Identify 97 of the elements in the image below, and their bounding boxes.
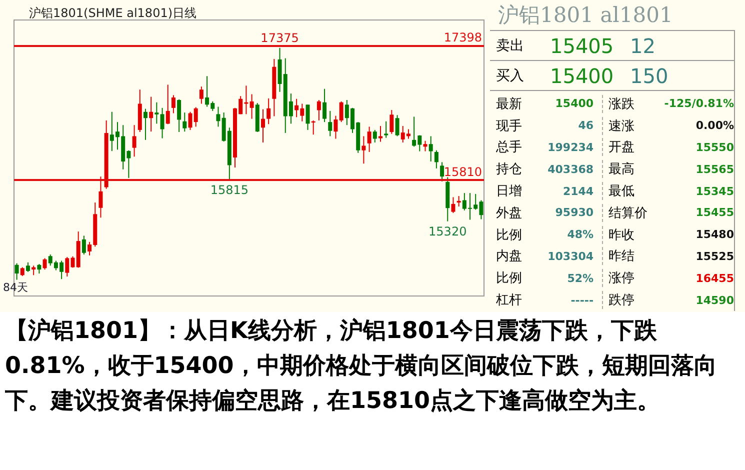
candlestick [37, 263, 42, 274]
text: 15345 [694, 184, 734, 198]
candlestick [82, 235, 86, 255]
candlestick [390, 109, 394, 134]
text: 结算价 [602, 204, 658, 222]
text: 199234 [546, 140, 594, 154]
candlestick [440, 162, 444, 182]
text: 46 [577, 119, 594, 132]
text: 48% [566, 228, 594, 242]
text: 52% [566, 272, 594, 285]
text: 15550 [694, 140, 734, 154]
text: 15400 [554, 97, 594, 110]
text: 15455 [694, 206, 734, 220]
text: 杠杆 [495, 292, 523, 310]
text: 比例 [495, 226, 523, 244]
text: 15405 [550, 34, 615, 58]
text: 最高 [602, 160, 658, 178]
candlestick [334, 115, 338, 140]
candlestick [362, 136, 366, 164]
candlestick [98, 176, 103, 218]
candlestick [451, 196, 456, 214]
candlestick [42, 258, 47, 270]
candlestick [216, 106, 220, 128]
text: 昨收 [602, 226, 658, 244]
text: 沪铝1801 al1801 [497, 2, 674, 29]
candlestick [372, 129, 377, 143]
candlestick [132, 124, 136, 158]
candlestick [177, 98, 182, 133]
candlestick [395, 114, 400, 137]
text: 涨跌 [602, 94, 658, 113]
text: 403368 [546, 162, 594, 176]
candlestick [339, 100, 344, 123]
text: 【沪铝1801】：从日K线分析，沪铝1801今日震荡下跌，下跌0.81%，收于15400，中期价格处于横向区间破位下跌，短期回落向下。建议投资者保持偏空思路，在15810点之下逢高做空为主。 [5, 317, 718, 416]
annotation: 17375 [260, 30, 299, 45]
candlestick [154, 102, 159, 124]
text: 卖出 [495, 36, 525, 54]
candlestick [328, 110, 332, 137]
candlestick [250, 94, 254, 120]
text: 买入 [495, 66, 525, 84]
text: ----- [570, 294, 594, 307]
candlestick [199, 86, 204, 104]
annotation: 15320 [428, 224, 467, 238]
text: 95930 [554, 206, 594, 220]
candlestick [143, 108, 148, 140]
text: 外盘 [495, 204, 523, 222]
text: 15565 [694, 162, 734, 176]
text: 开盘 [602, 138, 658, 156]
candlestick [266, 98, 271, 125]
candlestick [260, 108, 265, 143]
candlestick [194, 106, 198, 128]
text: 比例 [495, 270, 523, 288]
candlestick [423, 140, 428, 152]
text: 持仓 [495, 161, 523, 178]
text: 最新 [495, 96, 523, 113]
candlestick [149, 96, 154, 132]
candlestick [316, 100, 321, 121]
text: 最低 [602, 182, 658, 200]
text: 14590 [694, 294, 734, 307]
candlestick [384, 120, 388, 138]
text: 15480 [694, 228, 734, 242]
chart-title: 沪铝1801(SHME al1801)日线 [29, 6, 197, 20]
candlestick [171, 94, 176, 114]
text: 总手 [495, 139, 523, 156]
text: 15525 [694, 250, 734, 263]
text: 速涨 [602, 116, 658, 135]
text: 16455 [694, 272, 734, 285]
text: 103304 [546, 250, 594, 263]
candlestick [367, 126, 372, 152]
text: 昨结 [602, 247, 658, 266]
text: 内盘 [495, 248, 523, 266]
text: 15400 [550, 64, 615, 88]
text: 2144 [562, 184, 594, 198]
text: 0.00% [694, 119, 734, 132]
candlestick [26, 262, 30, 272]
text: -125/0.81% [663, 97, 734, 110]
candlestick [306, 104, 310, 130]
text: 日增 [495, 183, 523, 200]
candlestick [188, 111, 192, 130]
candlestick [378, 125, 382, 142]
candlestick [456, 196, 461, 207]
candlestick [434, 150, 438, 169]
annotation: 15815 [210, 182, 249, 197]
candlestick [428, 136, 433, 162]
candlestick [166, 84, 170, 125]
candlestick [182, 112, 187, 132]
candlestick [14, 262, 19, 280]
annotation: 17398 [444, 30, 482, 45]
x-axis-title: 84天 [2, 280, 28, 294]
candlestick [322, 88, 327, 123]
text: 150 [630, 64, 668, 88]
candlestick [160, 107, 164, 139]
text: 跌停 [602, 291, 658, 310]
text: 12 [630, 34, 656, 58]
text: 涨停 [602, 269, 658, 288]
annotation: 15810 [444, 165, 482, 180]
text: 现手 [495, 118, 523, 135]
candlestick [32, 265, 36, 276]
